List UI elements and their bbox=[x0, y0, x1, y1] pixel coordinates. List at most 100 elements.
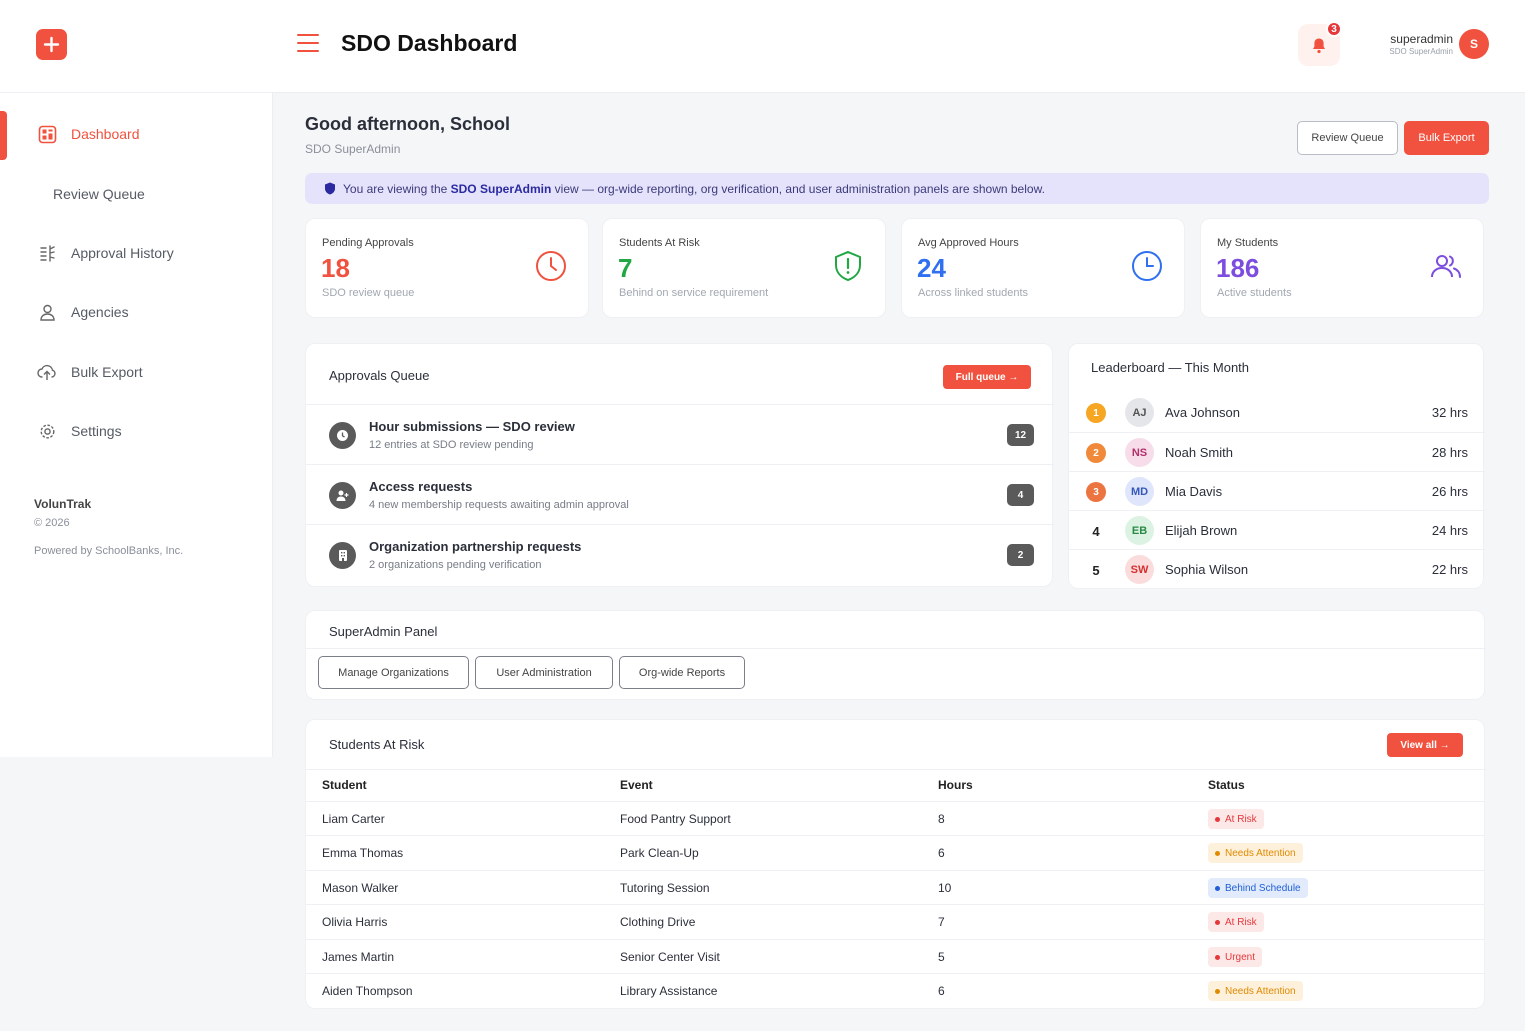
top-bar: SDO Dashboard 3 superadmin SDO SuperAdmi… bbox=[0, 0, 1525, 93]
leaderboard-row: 1 AJ Ava Johnson 32 hrs bbox=[1069, 393, 1485, 432]
powered-by: Powered by SchoolBanks, Inc. bbox=[34, 545, 184, 557]
table-row[interactable]: Mason Walker Tutoring Session 10 Behind … bbox=[306, 870, 1484, 904]
student-name: Elijah Brown bbox=[1165, 523, 1238, 538]
view-all-button[interactable]: View all → bbox=[1387, 733, 1463, 757]
student-hours: 26 hrs bbox=[1431, 484, 1468, 499]
sidebar-item-settings[interactable]: Settings bbox=[0, 408, 273, 454]
sidebar-item-dashboard[interactable]: Dashboard bbox=[0, 111, 273, 160]
user-role: SDO SuperAdmin bbox=[1389, 47, 1453, 56]
clock-icon bbox=[1132, 251, 1162, 281]
column-header-event[interactable]: Event bbox=[620, 778, 653, 792]
review-queue-button[interactable]: Review Queue bbox=[1297, 121, 1398, 155]
shield-alert-icon bbox=[835, 250, 861, 282]
cell-event: Park Clean-Up bbox=[620, 846, 699, 860]
table-row[interactable]: Emma Thomas Park Clean-Up 6 Needs Attent… bbox=[306, 835, 1484, 869]
table-row[interactable]: James Martin Senior Center Visit 5 Urgen… bbox=[306, 939, 1484, 973]
cell-student: Aiden Thompson bbox=[322, 984, 413, 998]
count-badge: 4 bbox=[1007, 484, 1034, 506]
menu-icon[interactable] bbox=[297, 34, 321, 54]
cell-hours: 6 bbox=[938, 984, 945, 998]
sidebar-item-label: Review Queue bbox=[53, 186, 145, 202]
table-row[interactable]: Aiden Thompson Library Assistance 6 Need… bbox=[306, 973, 1484, 1007]
stat-card-students-at-risk: Students At Risk 7 Behind on service req… bbox=[602, 218, 886, 318]
bulk-export-button[interactable]: Bulk Export bbox=[1404, 121, 1489, 155]
sidebar-item-bulk-export[interactable]: Bulk Export bbox=[0, 349, 273, 395]
dashboard-icon bbox=[37, 124, 57, 144]
history-icon bbox=[37, 243, 57, 263]
column-header-student[interactable]: Student bbox=[322, 778, 367, 792]
status-badge: At Risk bbox=[1208, 809, 1264, 829]
user-icon bbox=[37, 302, 57, 322]
building-icon bbox=[329, 542, 356, 569]
stat-value: 7 bbox=[618, 253, 633, 283]
stat-value: 24 bbox=[917, 253, 946, 283]
brand-name: VolunTrak bbox=[34, 497, 92, 511]
student-name: Mia Davis bbox=[1165, 484, 1223, 499]
stat-card-my-students: My Students 186 Active students bbox=[1200, 218, 1484, 318]
list-item[interactable]: Hour submissions — SDO review 12 entries… bbox=[306, 404, 1054, 464]
cell-event: Senior Center Visit bbox=[620, 950, 720, 964]
role-banner: You are viewing the SDO SuperAdmin view … bbox=[305, 173, 1489, 204]
user-add-icon bbox=[329, 482, 356, 509]
rank-medal: 3 bbox=[1086, 482, 1106, 502]
student-name: Ava Johnson bbox=[1165, 405, 1240, 420]
status-badge: Behind Schedule bbox=[1208, 878, 1308, 898]
queue-title: Hour submissions — SDO review bbox=[369, 419, 575, 434]
users-icon bbox=[1431, 255, 1461, 278]
student-hours: 32 hrs bbox=[1431, 405, 1468, 420]
rank-number: 5 bbox=[1092, 562, 1100, 578]
cell-event: Library Assistance bbox=[620, 984, 718, 998]
cell-hours: 8 bbox=[938, 812, 945, 826]
avatar: NS bbox=[1125, 438, 1154, 467]
sidebar-item-approval-history[interactable]: Approval History bbox=[0, 230, 273, 276]
cell-student: Liam Carter bbox=[322, 812, 385, 826]
cell-event: Clothing Drive bbox=[620, 915, 696, 929]
cell-student: Olivia Harris bbox=[322, 915, 388, 929]
avatar: MD bbox=[1125, 477, 1154, 506]
card-title: Students At Risk bbox=[329, 737, 425, 752]
page-title: SDO Dashboard bbox=[341, 30, 518, 56]
shield-icon bbox=[324, 182, 336, 195]
sidebar-item-label: Approval History bbox=[71, 245, 174, 261]
manage-organizations-button[interactable]: Manage Organizations bbox=[318, 656, 469, 689]
queue-title: Organization partnership requests bbox=[369, 539, 582, 554]
org-wide-reports-button[interactable]: Org-wide Reports bbox=[619, 656, 745, 689]
notification-badge: 3 bbox=[1326, 21, 1342, 37]
avatar[interactable]: S bbox=[1459, 29, 1489, 59]
app-logo[interactable] bbox=[36, 29, 67, 60]
full-queue-button[interactable]: Full queue → bbox=[943, 365, 1031, 389]
gear-icon bbox=[37, 421, 57, 441]
stat-value: 186 bbox=[1216, 253, 1260, 283]
rank-number: 4 bbox=[1092, 523, 1100, 539]
cell-student: Mason Walker bbox=[322, 881, 399, 895]
cell-hours: 7 bbox=[938, 915, 945, 929]
list-item[interactable]: Access requests 4 new membership request… bbox=[306, 464, 1054, 524]
copyright: © 2026 bbox=[34, 517, 70, 529]
stat-label: Avg Approved Hours bbox=[918, 237, 1019, 249]
list-item[interactable]: Organization partnership requests 2 orga… bbox=[306, 524, 1054, 584]
plus-icon bbox=[43, 36, 60, 53]
leaderboard-row: 5 SW Sophia Wilson 22 hrs bbox=[1069, 549, 1485, 588]
sidebar-item-review-queue[interactable]: Review Queue bbox=[0, 171, 273, 217]
cell-event: Tutoring Session bbox=[620, 881, 710, 895]
sidebar-item-label: Settings bbox=[71, 423, 122, 439]
sidebar-item-label: Agencies bbox=[71, 304, 129, 320]
column-header-status[interactable]: Status bbox=[1208, 778, 1245, 792]
sidebar: Dashboard Review Queue Approval History … bbox=[0, 93, 273, 757]
greeting: Good afternoon, School bbox=[305, 114, 510, 134]
column-header-hours[interactable]: Hours bbox=[938, 778, 973, 792]
stat-sub: Behind on service requirement bbox=[619, 287, 769, 299]
sidebar-item-label: Bulk Export bbox=[71, 364, 143, 380]
avatar: EB bbox=[1125, 516, 1154, 545]
student-hours: 24 hrs bbox=[1431, 523, 1468, 538]
sidebar-item-agencies[interactable]: Agencies bbox=[0, 289, 273, 335]
banner-suffix: view — org-wide reporting, org verificat… bbox=[551, 181, 1045, 196]
table-row[interactable]: Olivia Harris Clothing Drive 7 At Risk bbox=[306, 904, 1484, 938]
count-badge: 2 bbox=[1007, 544, 1034, 566]
table-row[interactable]: Liam Carter Food Pantry Support 8 At Ris… bbox=[306, 801, 1484, 835]
user-administration-button[interactable]: User Administration bbox=[475, 656, 613, 689]
student-hours: 22 hrs bbox=[1431, 562, 1468, 577]
stat-card-avg-approved-hours: Avg Approved Hours 24 Across linked stud… bbox=[901, 218, 1185, 318]
stat-label: Students At Risk bbox=[619, 237, 700, 249]
stat-sub: Across linked students bbox=[918, 287, 1029, 299]
